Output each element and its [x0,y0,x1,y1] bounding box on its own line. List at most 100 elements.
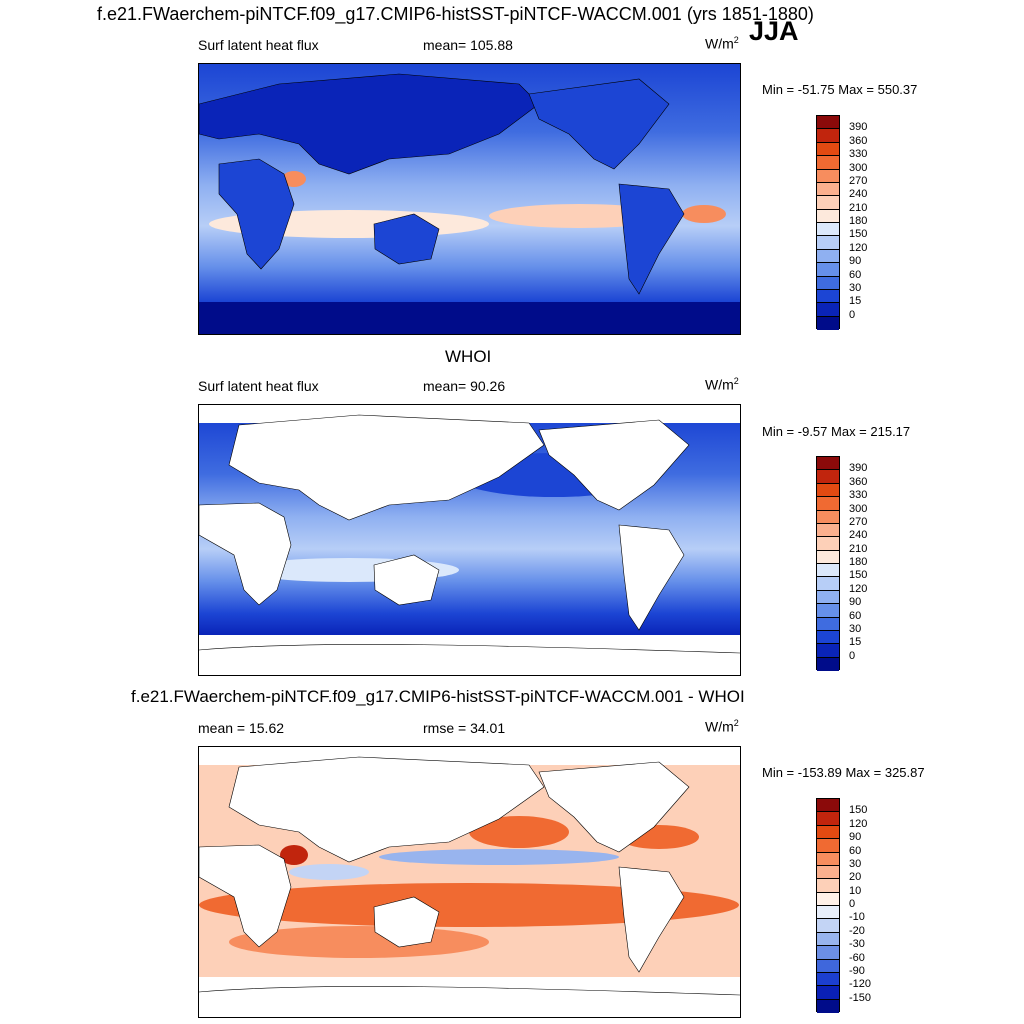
season-label: JJA [749,16,799,46]
panel2-colorbar [816,456,840,671]
colorbar-tick-label: 270 [849,174,868,187]
colorbar-swatch [817,564,839,578]
colorbar-tick-label: 180 [849,215,868,227]
colorbar-swatch [817,799,839,813]
colorbar-swatch [817,577,839,591]
panel3-south-america-land [618,866,685,973]
colorbar-swatch [817,303,839,317]
colorbar-swatch [817,919,839,933]
colorbar-swatch [817,879,839,893]
colorbar-swatch [817,497,839,511]
panel3-australia-land [373,896,440,948]
colorbar-tick-label: 330 [849,148,868,161]
colorbar-swatch [817,316,839,330]
colorbar-tick-label: 60 [849,844,862,857]
panel1-africa-land [218,158,295,270]
colorbar-swatch [817,644,839,658]
colorbar-tick-label: 390 [849,121,868,134]
panel2-south-america-land [618,524,685,631]
panel1-mean-label: mean= 105.88 [423,37,513,53]
colorbar-swatch [817,263,839,277]
panel3-title: f.e21.FWaerchem-piNTCF.f09_g17.CMIP6-his… [131,687,745,706]
panel1-north-america-land [528,78,670,170]
panel3-antarctic-nodata [199,979,740,1017]
colorbar-swatch [817,972,839,987]
panel2-africa-land [199,502,292,606]
panel3-north-america-land [538,761,690,853]
colorbar-swatch [817,470,839,484]
panel2-mean-label: mean= 90.26 [423,378,506,394]
colorbar-tick-label: 240 [849,188,868,201]
colorbar-tick-label: 120 [849,582,868,595]
colorbar-swatch [817,289,839,304]
colorbar-swatch [817,169,839,183]
panel3-units: W/m2 [705,718,739,735]
panel1-map [198,63,741,335]
colorbar-swatch [817,276,839,290]
colorbar-tick-label: 330 [849,489,868,502]
panel1-colorbar [816,115,840,330]
colorbar-tick-label: 15 [849,636,862,649]
colorbar-tick-label: 30 [849,622,862,635]
colorbar-tick-label: 60 [849,609,862,622]
panel1-units: W/m2 [705,35,739,52]
colorbar-swatch [817,590,839,605]
colorbar-tick-label: -60 [849,951,865,964]
colorbar-swatch [817,946,839,960]
colorbar-tick-label: 120 [849,241,868,254]
colorbar-swatch [817,223,839,237]
colorbar-swatch [817,142,839,157]
colorbar-tick-label: 90 [849,596,862,609]
panel3-eurasia-land [228,756,545,863]
panel1-minmax: Min = -51.75 Max = 550.37 [762,82,918,97]
panel1-australia-land [373,213,440,265]
colorbar-tick-label: 0 [849,898,856,910]
colorbar-tick-label: 15 [849,295,862,308]
colorbar-swatch [817,209,839,223]
colorbar-tick-label: 300 [849,502,868,515]
panel2-eurasia-land [228,414,545,521]
panel3-minmax: Min = -153.89 Max = 325.87 [762,765,925,780]
colorbar-tick-label: 210 [849,201,868,214]
panel2-variable-label: Surf latent heat flux [198,378,319,394]
panel2-australia-land [373,554,440,606]
colorbar-tick-label: 150 [849,228,868,241]
panel3-indian-low [289,864,369,880]
colorbar-tick-label: 210 [849,542,868,555]
colorbar-swatch [817,550,839,564]
panel2-title: WHOI [445,347,492,366]
panel3-colorbar [816,798,840,1013]
colorbar-swatch [817,865,839,880]
colorbar-swatch [817,249,839,264]
colorbar-swatch [817,825,839,840]
colorbar-swatch [817,959,839,973]
colorbar-tick-label: 0 [849,649,856,662]
panel2-minmax: Min = -9.57 Max = 215.17 [762,424,911,439]
panel3-antarctica-outline [199,986,740,996]
panel2-north-america-land [538,419,690,511]
panel3-north-pacific-high [469,816,569,848]
colorbar-swatch [817,604,839,618]
panel3-rmse-label: rmse = 34.01 [423,720,506,736]
colorbar-swatch [817,812,839,826]
colorbar-tick-label: 360 [849,475,868,488]
colorbar-tick-label: 90 [849,831,862,844]
panel3-arabian-high [280,845,308,865]
colorbar-tick-label: 150 [849,804,868,817]
panel2-antarctica-outline [199,644,740,654]
colorbar-tick-label: 240 [849,529,868,542]
panel2-antarctic-nodata [199,635,740,675]
panel3-map [198,746,741,1018]
colorbar-tick-label: 60 [849,268,862,281]
colorbar-swatch [817,457,839,471]
panel1-eurasia-land [199,73,540,175]
colorbar-swatch [817,852,839,866]
colorbar-swatch [817,236,839,250]
colorbar-tick-label: 30 [849,857,862,870]
panel1-arabian-high [282,171,306,187]
panel1-atlantic-high [682,205,726,223]
colorbar-tick-label: -90 [849,964,865,977]
colorbar-swatch [817,932,839,947]
colorbar-tick-label: 0 [849,308,856,321]
panel1-antarctic-band [199,302,740,334]
